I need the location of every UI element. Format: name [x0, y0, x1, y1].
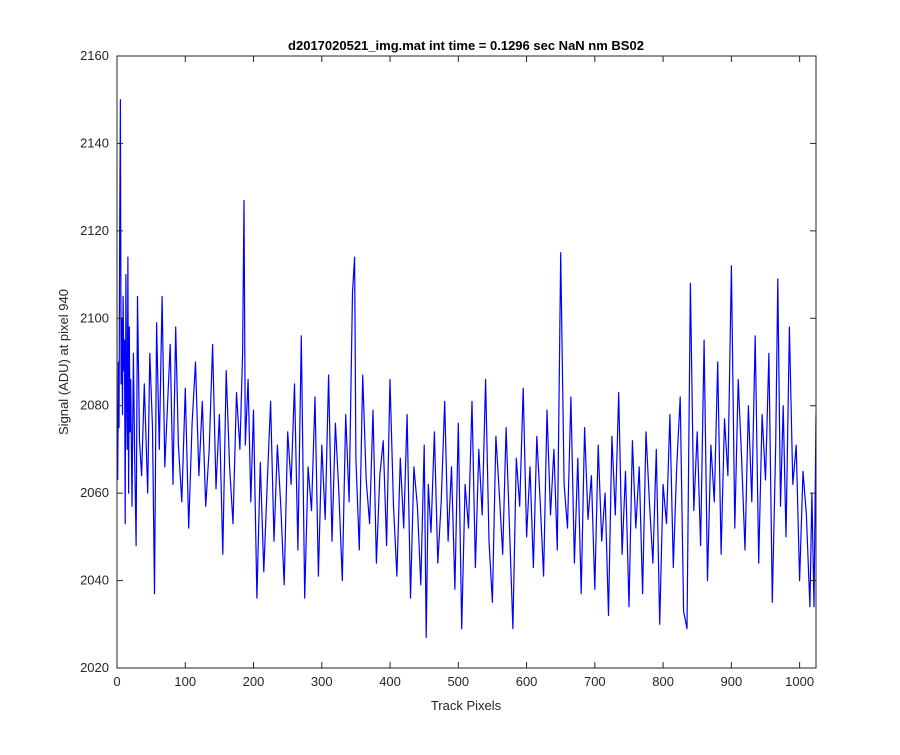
y-tick-label: 2160 [80, 48, 109, 63]
ticks-layer: 0 100 200 300 400 500 600 700 800 900 1000 2020 2040… [80, 48, 816, 689]
x-tick-label: 700 [584, 674, 606, 689]
x-axis-label: Track Pixels [431, 698, 502, 713]
x-tick-label: 400 [379, 674, 401, 689]
y-tick-label: 2080 [80, 398, 109, 413]
x-tick-label: 500 [447, 674, 469, 689]
x-tick-label: 1000 [785, 674, 814, 689]
x-tick-label: 200 [243, 674, 265, 689]
y-tick-label: 2100 [80, 310, 109, 325]
y-tick-label: 2120 [80, 223, 109, 238]
y-tick-label: 2040 [80, 573, 109, 588]
series-line [117, 99, 817, 639]
series-layer [117, 99, 817, 639]
x-tick-label: 800 [652, 674, 674, 689]
y-axis-label: Signal (ADU) at pixel 940 [56, 289, 71, 435]
y-tick-label: 2020 [80, 660, 109, 675]
axes-background [117, 56, 816, 668]
x-tick-label: 100 [174, 674, 196, 689]
chart-title: d2017020521_img.mat int time = 0.1296 se… [288, 38, 644, 53]
axes-box [116, 55, 817, 669]
x-tick-label: 300 [311, 674, 333, 689]
y-tick-label: 2060 [80, 485, 109, 500]
x-tick-label: 900 [721, 674, 743, 689]
x-tick-label: 600 [516, 674, 538, 689]
x-tick-label: 0 [113, 674, 120, 689]
y-tick-label: 2140 [80, 135, 109, 150]
